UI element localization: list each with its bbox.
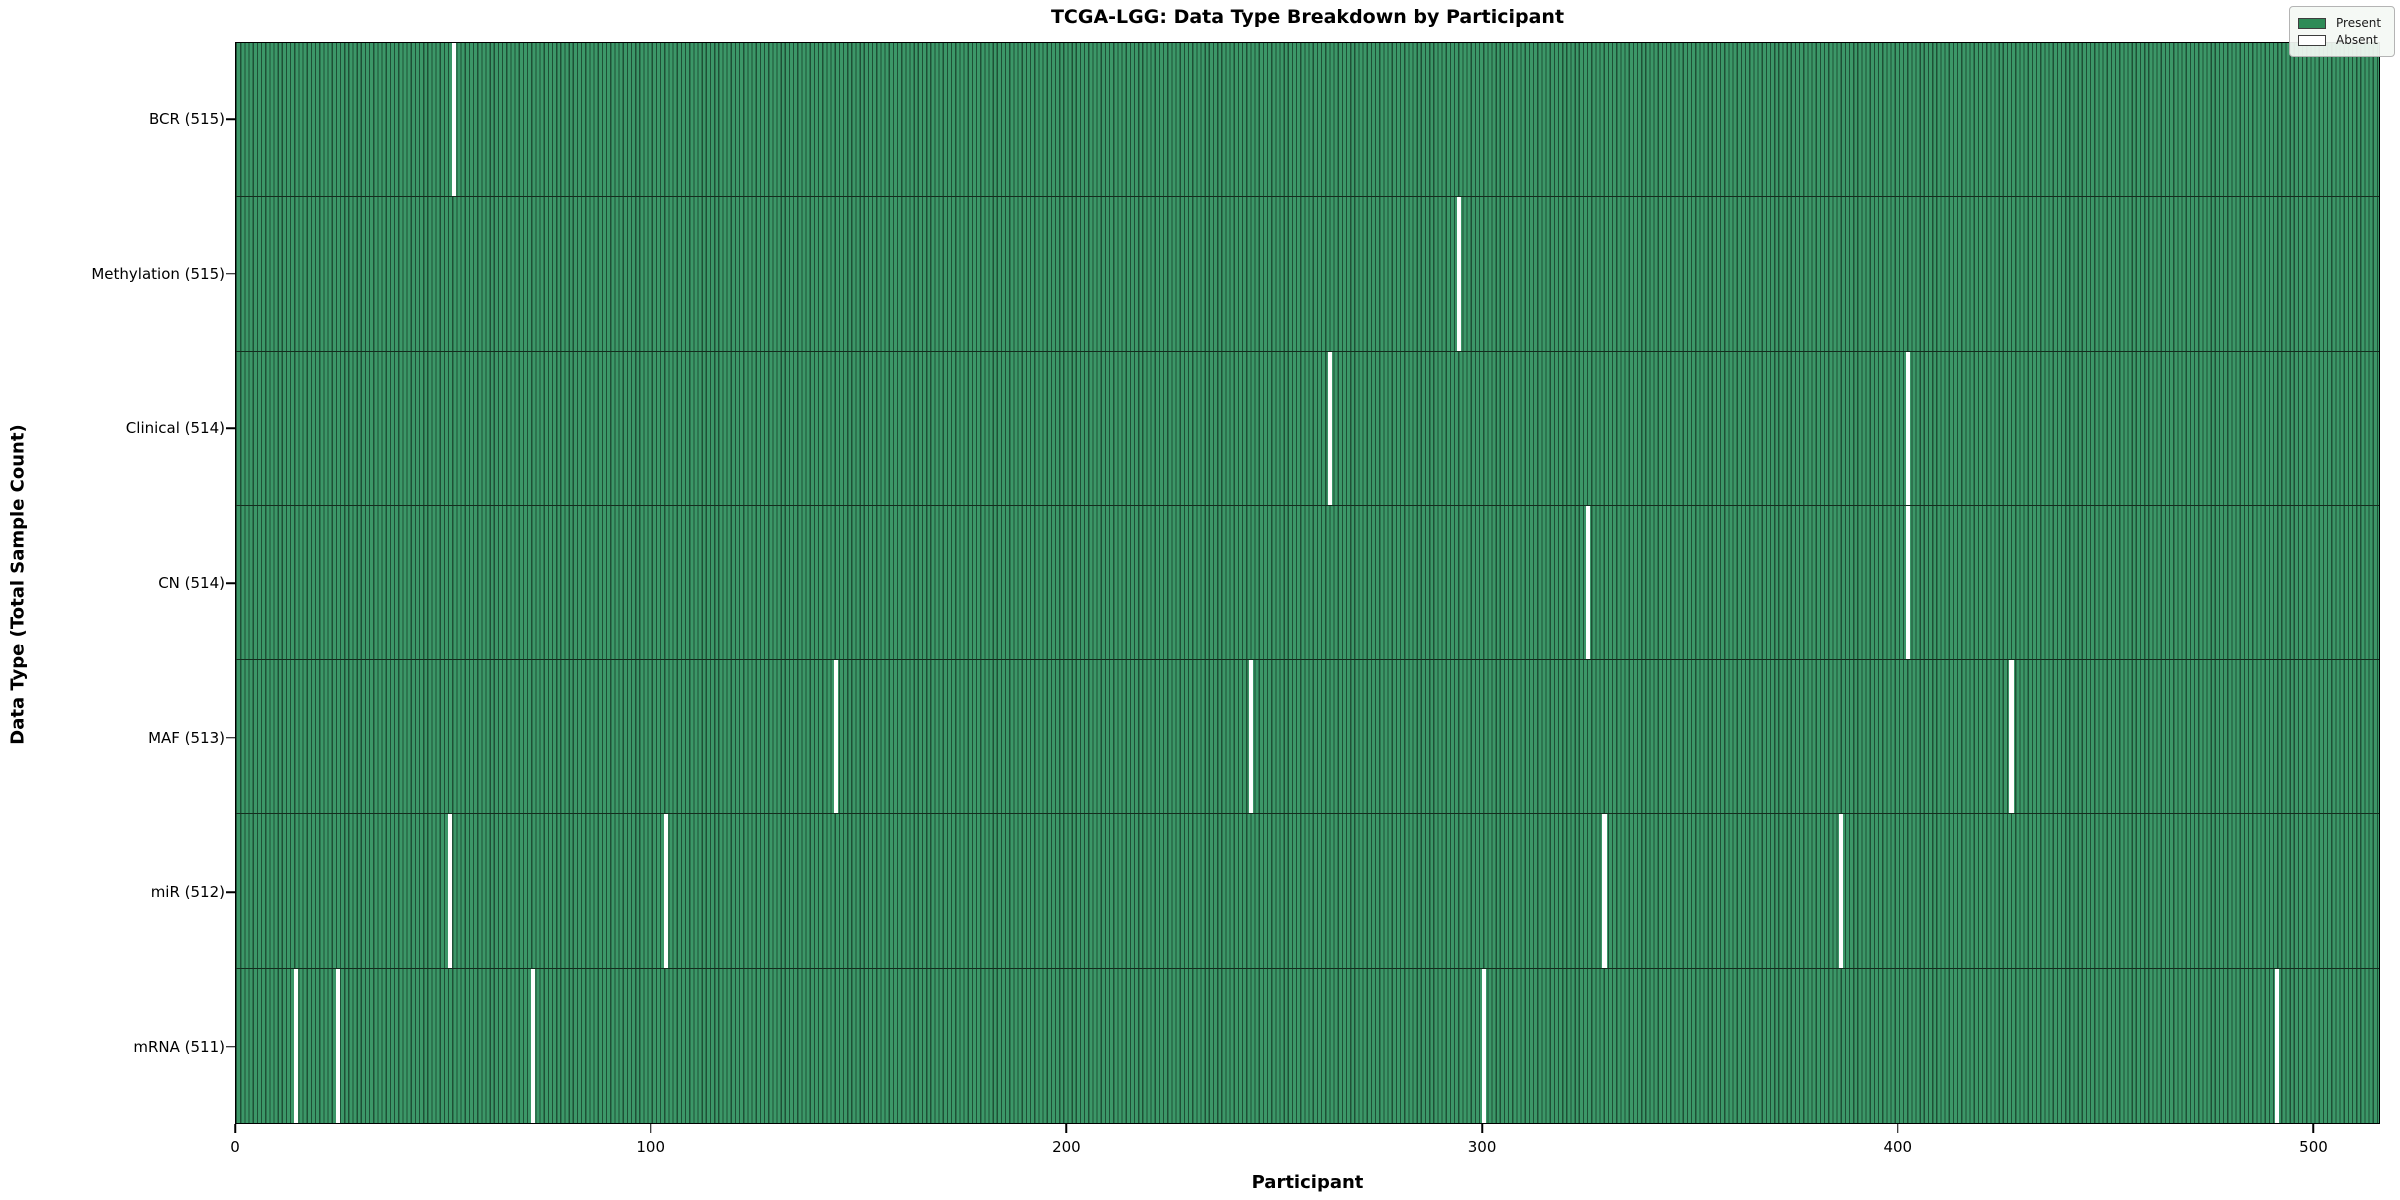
xtick-label-100: 100: [636, 1138, 665, 1156]
ytick-label-mrna: mRNA (511): [133, 1037, 225, 1056]
absent-gap-cn-402: [1905, 505, 1910, 660]
ytick-mark-methylation: [226, 273, 235, 275]
ytick-mark-mir: [226, 891, 235, 893]
xtick-mark-0: [234, 1124, 236, 1133]
ytick-label-maf: MAF (513): [148, 728, 225, 747]
absent-gap-clinical-263: [1328, 351, 1333, 505]
ytick-label-clinical: Clinical (514): [125, 419, 225, 438]
absent-gap-mrna-71: [530, 968, 535, 1123]
chart-title: TCGA-LGG: Data Type Breakdown by Partici…: [1050, 6, 1565, 28]
absent-gap-mrna-300: [1481, 968, 1487, 1123]
legend: Present Absent: [2289, 6, 2395, 57]
absent-gap-bcr-52: [451, 43, 457, 197]
ytick-mark-mrna: [226, 1045, 235, 1048]
ytick-label-bcr: BCR (515): [148, 110, 225, 129]
heat-row-mir: [236, 814, 2379, 969]
ytick-mark-clinical: [226, 427, 235, 430]
xtick-label-300: 300: [1467, 1138, 1497, 1156]
absent-gap-methylation-294: [1457, 197, 1462, 351]
plot-area: [235, 42, 2380, 1124]
xtick-mark-100: [649, 1124, 652, 1133]
xtick-label-400: 400: [1883, 1138, 1913, 1156]
heat-row-methylation: [236, 197, 2379, 352]
ytick-mark-maf: [226, 736, 235, 739]
heat-row-mrna: [236, 968, 2379, 1123]
legend-label-present: Present: [2336, 16, 2382, 30]
xtick-mark-500: [2312, 1124, 2315, 1133]
ytick-label-cn: CN (514): [158, 574, 225, 592]
absent-gap-mrna-14: [294, 968, 299, 1123]
xtick-label-500: 500: [2299, 1138, 2328, 1156]
xtick-mark-300: [1481, 1124, 1483, 1133]
xtick-mark-200: [1065, 1124, 1068, 1133]
ytick-mark-cn: [226, 582, 235, 584]
xtick-mark-400: [1897, 1124, 1899, 1133]
absent-gap-mir-51: [447, 814, 452, 968]
absent-gap-maf-427: [2009, 660, 2014, 814]
xtick-label-0: 0: [230, 1138, 240, 1156]
x-axis-label: Participant: [1251, 1172, 1364, 1193]
legend-entry-absent: Absent: [2298, 33, 2386, 47]
ytick-mark-bcr: [226, 118, 235, 121]
absent-gap-cn-325: [1585, 505, 1590, 660]
absent-gap-mir-386: [1839, 814, 1844, 968]
absent-gap-mir-329: [1602, 814, 1607, 968]
xtick-label-200: 200: [1052, 1138, 1081, 1156]
absent-gap-mrna-491: [2275, 968, 2280, 1123]
legend-entry-present: Present: [2298, 16, 2386, 30]
legend-label-absent: Absent: [2336, 33, 2378, 47]
ytick-label-methylation: Methylation (515): [91, 264, 225, 283]
legend-swatch-present: [2298, 17, 2326, 29]
absent-gap-maf-244: [1249, 660, 1254, 814]
absent-gap-clinical-402: [1905, 351, 1910, 505]
absent-gap-mir-103: [663, 814, 668, 968]
heat-row-cn: [236, 505, 2379, 661]
legend-swatch-absent: [2298, 34, 2326, 46]
ytick-label-mir: miR (512): [150, 883, 225, 902]
absent-gap-maf-144: [834, 660, 839, 814]
absent-gap-mrna-24: [335, 968, 340, 1123]
heat-row-bcr: [236, 43, 2379, 198]
heat-row-maf: [236, 660, 2379, 815]
heat-row-clinical: [236, 351, 2379, 506]
